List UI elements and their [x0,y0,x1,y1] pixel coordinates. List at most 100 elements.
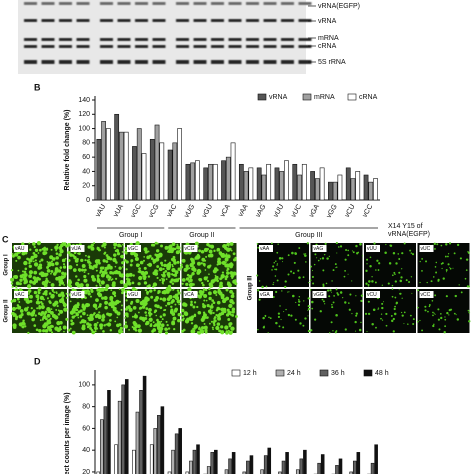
cell [181,329,184,333]
cell [101,270,106,275]
cell [44,279,49,284]
cell [84,296,87,300]
cell [344,258,347,261]
cell [368,285,370,287]
cell [416,320,419,323]
cell [210,320,214,323]
bar [117,400,122,474]
image-label-box [183,291,198,298]
y-tick-label: 120 [78,111,90,118]
cell [116,249,120,253]
x-tick-label: vGU [201,203,214,219]
group-label: Group II [189,232,214,239]
cell [96,278,101,283]
bar [319,167,325,201]
cell [126,314,129,318]
cell [369,265,372,268]
cell [101,244,104,248]
band-label: mRNA [318,35,339,42]
cell [294,318,297,321]
cell [347,254,350,257]
cell [50,283,55,287]
cell [385,324,388,327]
gel-band [298,60,312,64]
cell [101,314,106,319]
cell [10,269,14,272]
cell [331,303,333,306]
cell [188,274,193,279]
bar [96,138,102,201]
cell [118,273,123,277]
image-label-box [127,291,141,298]
cell [85,283,90,287]
cell [433,312,435,314]
cell [452,267,454,269]
band-label: 5S rRNA [318,59,346,66]
cell [432,276,435,278]
cell [405,279,408,282]
cell [55,292,58,295]
gel-band [24,2,37,5]
cell [360,299,363,303]
cell [176,243,179,246]
bar [167,471,172,474]
gel-band [59,38,72,41]
cell [440,312,442,315]
cell [146,255,151,260]
cell [56,327,61,332]
x-tick-label: vCA [219,203,232,218]
cell [114,265,117,268]
bar [107,390,111,474]
cell [61,293,65,298]
gel-band [100,45,113,48]
cell [334,263,337,266]
legend-swatch [319,369,329,377]
cell [231,292,235,295]
bar [149,444,154,474]
cell [25,300,29,303]
band-label: vRNA [318,18,337,25]
gel-band [228,38,242,41]
cell [354,330,357,332]
x-tick-label: vUG [183,203,196,219]
cell [399,279,403,283]
cell [166,272,171,277]
cell [212,290,218,295]
gel-band [263,19,277,22]
cell [63,284,66,286]
cell [49,317,52,320]
cell [55,256,59,260]
cell [351,312,353,315]
cell [158,253,161,256]
gel-band [117,19,131,22]
cell [125,260,129,264]
cell [153,298,157,302]
cell [190,257,194,261]
cell [152,282,158,287]
cell [304,254,307,257]
cell [67,328,71,332]
cell [228,330,233,335]
cell [355,314,358,317]
cell [99,323,104,328]
gel-band [193,38,207,41]
cell [208,273,210,275]
bar [203,167,209,201]
cell [174,278,180,283]
cell [203,293,208,299]
cell [71,321,75,326]
cell [94,330,97,333]
bar [349,471,353,474]
cell [227,329,230,332]
cell [11,253,14,255]
cell [122,243,125,246]
cell [147,275,151,278]
cell [193,301,197,304]
bar [297,174,302,201]
cell [48,292,52,295]
cell [302,324,305,327]
image-label-box [127,245,141,252]
cell [447,263,450,266]
cell [262,326,265,329]
cell [37,291,41,295]
